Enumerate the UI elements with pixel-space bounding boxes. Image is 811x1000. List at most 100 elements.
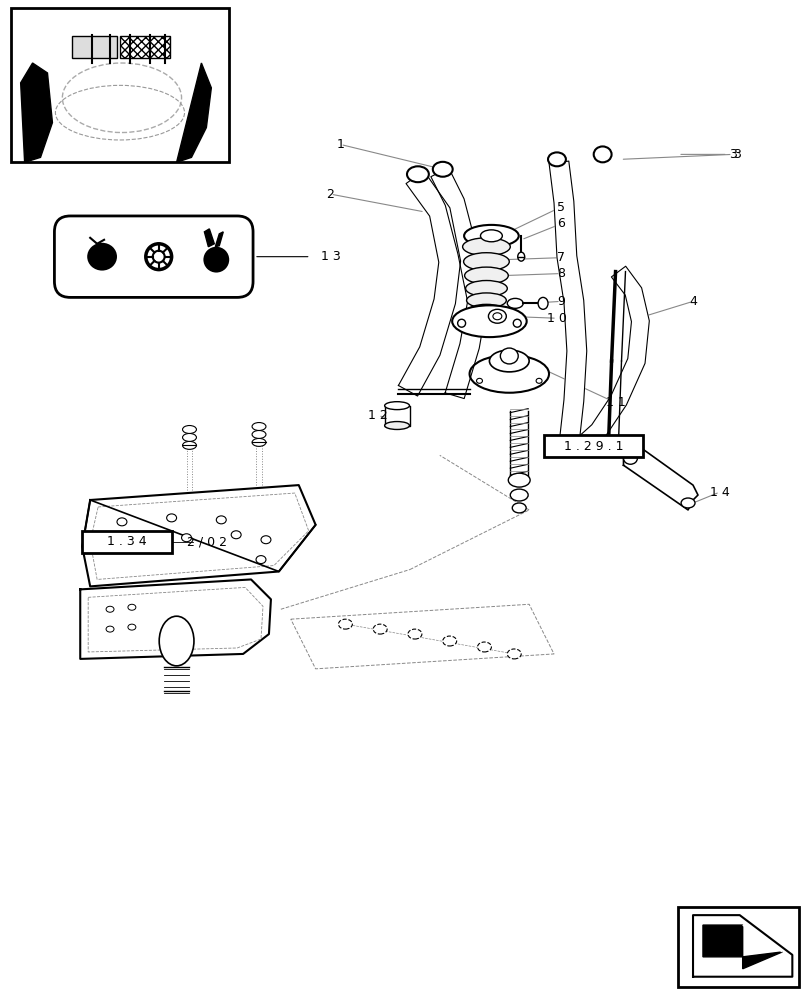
Ellipse shape	[159, 616, 194, 666]
Polygon shape	[702, 925, 782, 969]
Ellipse shape	[466, 293, 506, 308]
Text: 1 4: 1 4	[709, 486, 729, 499]
Ellipse shape	[547, 152, 565, 166]
Ellipse shape	[106, 626, 114, 632]
Ellipse shape	[203, 247, 229, 273]
Text: 8: 8	[556, 267, 564, 280]
Ellipse shape	[538, 297, 547, 309]
Ellipse shape	[231, 531, 241, 539]
Ellipse shape	[182, 534, 191, 542]
Ellipse shape	[62, 63, 182, 133]
Ellipse shape	[255, 556, 266, 564]
Ellipse shape	[128, 604, 135, 610]
Polygon shape	[431, 168, 487, 399]
Ellipse shape	[106, 606, 114, 612]
Polygon shape	[623, 442, 697, 510]
Polygon shape	[80, 579, 271, 659]
Ellipse shape	[182, 433, 196, 441]
Ellipse shape	[463, 253, 508, 271]
Ellipse shape	[146, 244, 171, 270]
Bar	[13, 10, 227, 160]
Ellipse shape	[152, 251, 165, 263]
Ellipse shape	[517, 252, 524, 261]
Ellipse shape	[260, 536, 271, 544]
Ellipse shape	[462, 238, 509, 256]
Ellipse shape	[513, 319, 521, 327]
Text: 2 / 0 2: 2 / 0 2	[187, 535, 226, 548]
Text: 1: 1	[336, 138, 344, 151]
Ellipse shape	[373, 624, 387, 634]
Ellipse shape	[384, 422, 409, 429]
Polygon shape	[384, 406, 410, 426]
Bar	[120, 36, 169, 58]
Text: 1 3: 1 3	[320, 250, 340, 263]
Ellipse shape	[508, 473, 530, 487]
Ellipse shape	[216, 516, 226, 524]
Polygon shape	[548, 161, 586, 446]
Ellipse shape	[464, 225, 518, 247]
Ellipse shape	[251, 430, 266, 438]
Ellipse shape	[117, 518, 127, 526]
Ellipse shape	[338, 619, 352, 629]
Ellipse shape	[406, 166, 428, 182]
Ellipse shape	[251, 423, 266, 430]
Ellipse shape	[492, 313, 501, 320]
Text: 1 2: 1 2	[368, 409, 388, 422]
Polygon shape	[692, 915, 792, 977]
Text: 3: 3	[728, 148, 736, 161]
Polygon shape	[176, 63, 211, 162]
Text: 1 0: 1 0	[547, 312, 566, 325]
Ellipse shape	[680, 498, 694, 508]
Ellipse shape	[476, 378, 482, 383]
Bar	[677, 907, 798, 987]
Ellipse shape	[512, 503, 526, 513]
Ellipse shape	[507, 298, 522, 308]
Ellipse shape	[87, 243, 117, 271]
Ellipse shape	[407, 629, 422, 639]
Text: 4: 4	[689, 295, 696, 308]
Ellipse shape	[457, 319, 465, 327]
Polygon shape	[570, 266, 649, 457]
Bar	[11, 8, 229, 162]
Text: 6: 6	[556, 217, 564, 230]
Ellipse shape	[507, 649, 521, 659]
Polygon shape	[215, 232, 223, 247]
Ellipse shape	[465, 281, 507, 296]
Ellipse shape	[182, 441, 196, 449]
Polygon shape	[204, 229, 214, 247]
Polygon shape	[82, 485, 315, 586]
Ellipse shape	[477, 642, 491, 652]
Ellipse shape	[464, 267, 508, 284]
Ellipse shape	[384, 402, 409, 410]
FancyBboxPatch shape	[54, 216, 253, 297]
Ellipse shape	[480, 230, 502, 242]
Text: 2: 2	[326, 188, 334, 201]
Ellipse shape	[452, 305, 526, 337]
Ellipse shape	[509, 489, 527, 501]
Ellipse shape	[500, 348, 517, 364]
Ellipse shape	[535, 378, 542, 383]
Ellipse shape	[467, 304, 504, 318]
Ellipse shape	[469, 355, 548, 393]
Text: 5: 5	[556, 201, 564, 214]
Ellipse shape	[489, 350, 529, 372]
Bar	[72, 36, 117, 58]
Ellipse shape	[182, 426, 196, 433]
Ellipse shape	[488, 309, 506, 323]
Ellipse shape	[127, 541, 137, 549]
Text: 1 1: 1 1	[605, 396, 624, 409]
Text: 3: 3	[732, 148, 740, 161]
Ellipse shape	[442, 636, 456, 646]
Ellipse shape	[432, 162, 452, 177]
Ellipse shape	[593, 146, 611, 162]
Text: 1 . 3 4: 1 . 3 4	[107, 535, 147, 548]
Bar	[543, 435, 642, 457]
Text: 9: 9	[556, 295, 564, 308]
Polygon shape	[398, 171, 460, 396]
Polygon shape	[742, 925, 782, 952]
Text: 1 . 2 9 . 1: 1 . 2 9 . 1	[564, 440, 623, 453]
Bar	[82, 531, 171, 553]
Ellipse shape	[166, 514, 176, 522]
Ellipse shape	[623, 452, 637, 464]
Ellipse shape	[128, 624, 135, 630]
